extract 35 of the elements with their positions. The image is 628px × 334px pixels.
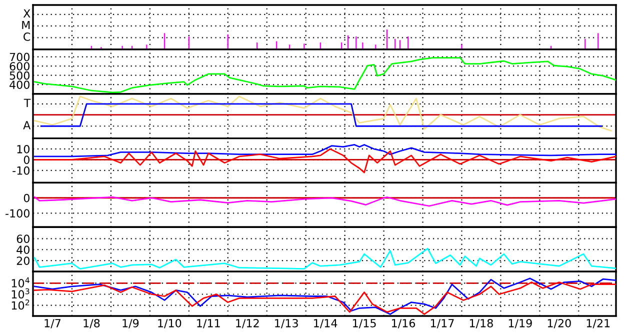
x-tick-label: 1/7 <box>44 319 60 328</box>
x-tick-label: 1/19 <box>508 318 532 328</box>
y-tick-label: 20 <box>16 256 30 265</box>
x-tick-label: 1/17 <box>430 319 454 328</box>
ref-line-label: T <box>24 98 31 107</box>
y-tick-label: 10 <box>17 144 30 154</box>
x-tick-label: 1/10 <box>158 318 182 328</box>
y-tick-label: -100 <box>6 209 30 218</box>
x-tick-label: 1/18 <box>470 318 493 328</box>
x-tick-label: 1/20 <box>548 318 571 328</box>
y-tick-label: 10$^{2}$ <box>12 299 30 310</box>
y-tick-label: 10$^{3}$ <box>12 288 30 299</box>
x-tick-label: 1/9 <box>122 318 139 328</box>
y-tick-label: 60 <box>16 234 30 244</box>
x-tick-label: 1/12 <box>236 318 259 328</box>
x-tick-label: 1/21 <box>586 318 610 328</box>
x-tick-label: 1/11 <box>197 319 220 328</box>
y-tick-label: 10$^{4}$ <box>12 277 30 288</box>
x-tick-label: 1/8 <box>84 318 100 328</box>
ref-line-label: M <box>22 20 30 30</box>
y-tick-label: 700 <box>10 52 30 62</box>
y-tick-label: 40 <box>16 246 30 254</box>
ref-line-label: C <box>24 32 30 41</box>
y-tick-label: 400 <box>10 80 30 89</box>
ref-line-label: X <box>23 9 30 18</box>
y-tick-label: 500 <box>10 71 30 80</box>
x-tick-label: 1/15 <box>353 319 376 328</box>
ref-line-label: A <box>23 121 31 130</box>
x-tick-label: 1/14 <box>314 319 338 328</box>
y-tick-label: 0 <box>24 156 30 164</box>
y-tick-label: -10 <box>12 166 30 175</box>
y-tick-label: 0 <box>24 194 30 202</box>
x-tick-label: 1/13 <box>275 318 298 328</box>
y-tick-label: 600 <box>10 62 30 70</box>
x-tick-label: 1/16 <box>392 318 416 328</box>
